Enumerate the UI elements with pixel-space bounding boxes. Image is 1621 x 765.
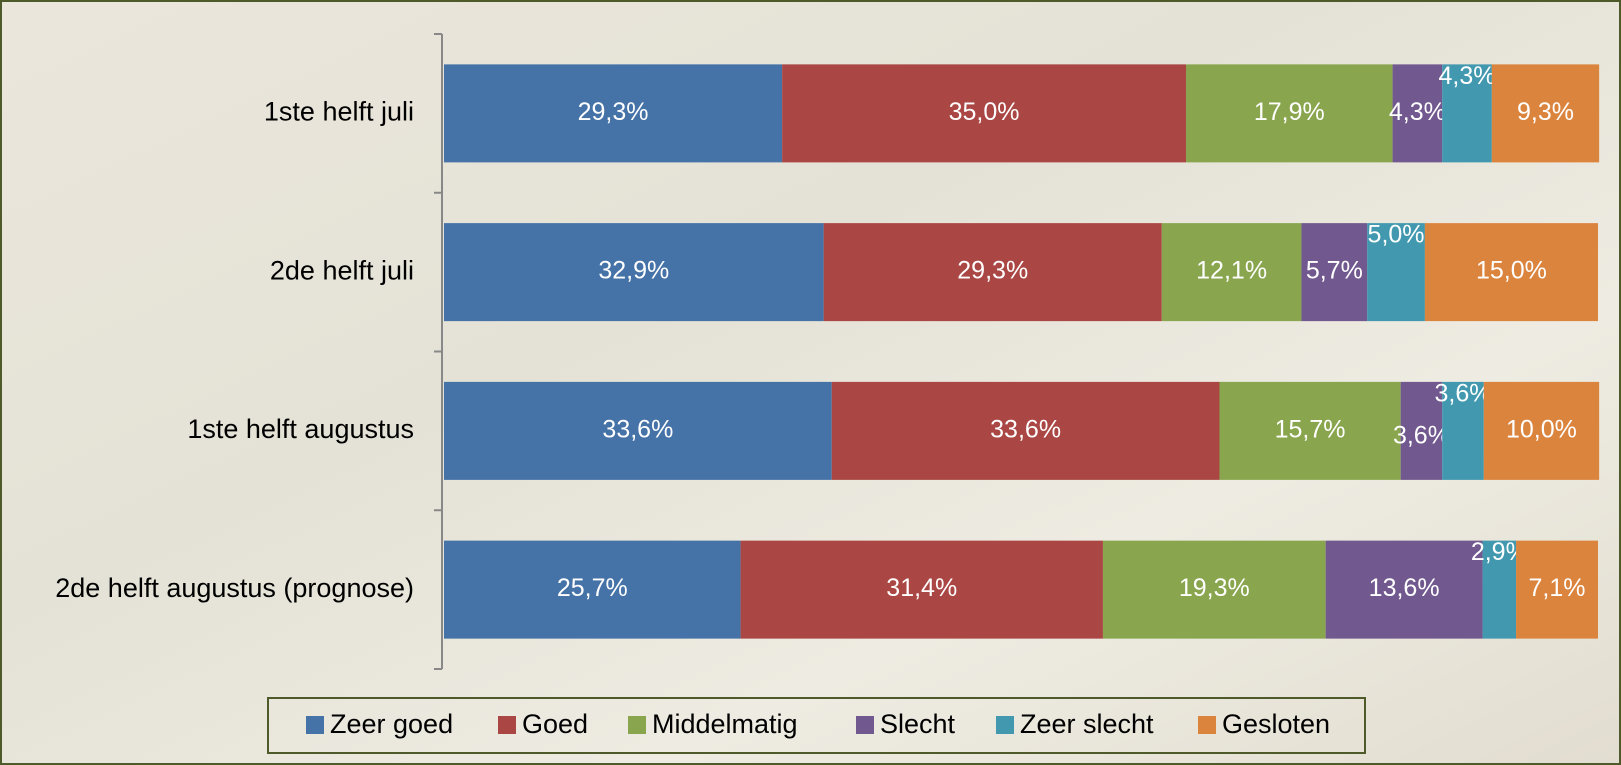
data-label: 9,3% bbox=[1517, 98, 1574, 126]
bar-segment bbox=[444, 223, 824, 322]
legend-swatch bbox=[1198, 716, 1216, 734]
category-label: 1ste helft juli bbox=[264, 97, 414, 127]
data-label: 33,6% bbox=[990, 415, 1061, 443]
bar-segment bbox=[1483, 381, 1600, 480]
legend-label: Slecht bbox=[880, 709, 956, 739]
legend-label: Gesloten bbox=[1222, 709, 1330, 739]
legend-swatch bbox=[498, 716, 516, 734]
category-label: 2de helft juli bbox=[270, 255, 414, 285]
data-label: 15,0% bbox=[1476, 257, 1547, 285]
bar-segment bbox=[823, 223, 1162, 322]
bar-segment bbox=[1325, 540, 1483, 639]
data-label: 35,0% bbox=[949, 98, 1020, 126]
bar-segment bbox=[444, 381, 832, 480]
data-label: 4,3% bbox=[1439, 62, 1496, 90]
bar-segment bbox=[782, 64, 1187, 163]
legend-swatch bbox=[306, 716, 324, 734]
bar-segment bbox=[1482, 540, 1517, 639]
legend-label: Zeer goed bbox=[330, 709, 453, 739]
bar-segment bbox=[1442, 64, 1492, 163]
legend-label: Goed bbox=[522, 709, 588, 739]
bar-segment bbox=[1161, 223, 1302, 322]
data-label: 17,9% bbox=[1254, 98, 1325, 126]
bar-segment bbox=[1442, 381, 1484, 480]
data-label: 29,3% bbox=[578, 98, 649, 126]
bar-segment bbox=[1367, 223, 1425, 322]
bar-segment bbox=[444, 540, 741, 639]
bar-segment bbox=[1186, 64, 1393, 163]
data-label: 5,0% bbox=[1368, 221, 1425, 249]
data-label: 7,1% bbox=[1529, 574, 1586, 602]
legend-swatch bbox=[856, 716, 874, 734]
category-label: 2de helft augustus (prognose) bbox=[55, 573, 414, 603]
bar-segment bbox=[1400, 381, 1443, 480]
bar-segment bbox=[1219, 381, 1401, 480]
data-label: 33,6% bbox=[602, 415, 673, 443]
data-label: 15,7% bbox=[1275, 415, 1346, 443]
legend-swatch bbox=[628, 716, 646, 734]
data-label: 32,9% bbox=[598, 257, 669, 285]
bar-segment bbox=[1491, 64, 1600, 163]
bar-segment bbox=[1392, 64, 1443, 163]
legend-swatch bbox=[996, 716, 1014, 734]
category-label: 1ste helft augustus bbox=[187, 414, 414, 444]
data-label: 29,3% bbox=[957, 257, 1028, 285]
data-label: 3,6% bbox=[1393, 421, 1450, 449]
bar-segment bbox=[740, 540, 1103, 639]
legend-label: Middelmatig bbox=[652, 709, 798, 739]
data-label: 19,3% bbox=[1179, 574, 1250, 602]
data-label: 3,6% bbox=[1434, 379, 1491, 407]
data-label: 5,7% bbox=[1306, 257, 1363, 285]
bar-segment bbox=[444, 64, 783, 163]
data-label: 31,4% bbox=[886, 574, 957, 602]
bar-segment bbox=[1301, 223, 1368, 322]
data-label: 13,6% bbox=[1369, 574, 1440, 602]
legend-label: Zeer slecht bbox=[1020, 709, 1154, 739]
bar-segment bbox=[1102, 540, 1326, 639]
bar-segment bbox=[1424, 223, 1598, 322]
legend-box bbox=[267, 697, 1366, 754]
data-label: 4,3% bbox=[1389, 98, 1446, 126]
data-label: 10,0% bbox=[1506, 415, 1577, 443]
bar-segment bbox=[831, 381, 1220, 480]
data-label: 25,7% bbox=[557, 574, 628, 602]
bar-segment bbox=[1516, 540, 1598, 639]
data-label: 12,1% bbox=[1196, 257, 1267, 285]
